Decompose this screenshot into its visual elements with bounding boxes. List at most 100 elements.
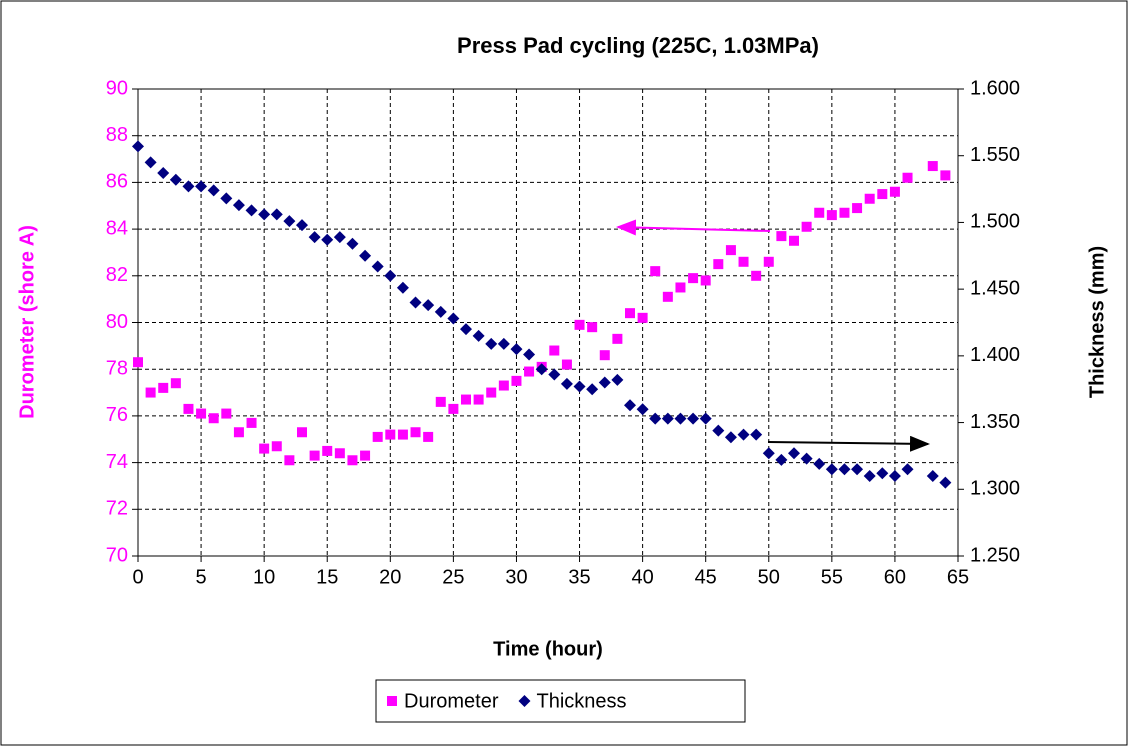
y2-tick-label: 1.250 xyxy=(970,544,1020,566)
point xyxy=(826,210,837,221)
point xyxy=(333,231,346,244)
y2-tick-label: 1.300 xyxy=(970,478,1020,500)
y2-tick-label: 1.450 xyxy=(970,277,1020,299)
x-tick-label: 30 xyxy=(505,566,527,588)
point xyxy=(472,329,485,342)
y2-tick-label: 1.500 xyxy=(970,211,1020,233)
point xyxy=(510,343,523,356)
x-tick-label: 5 xyxy=(196,566,207,588)
point xyxy=(170,378,181,389)
point xyxy=(814,207,825,218)
point xyxy=(636,403,649,416)
point xyxy=(876,467,889,480)
point xyxy=(169,173,182,186)
point xyxy=(485,337,498,350)
point xyxy=(939,476,952,489)
point xyxy=(232,199,245,212)
point xyxy=(498,380,509,391)
point xyxy=(713,259,724,270)
point xyxy=(789,235,799,246)
x-tick-label: 55 xyxy=(821,566,843,588)
point xyxy=(561,359,572,370)
point xyxy=(624,399,636,412)
point xyxy=(423,431,434,442)
point xyxy=(384,269,397,282)
point xyxy=(549,345,560,356)
x-tick-label: 0 xyxy=(132,566,143,588)
point xyxy=(158,382,169,393)
point xyxy=(208,413,219,424)
point xyxy=(524,366,535,377)
point xyxy=(435,396,446,407)
point xyxy=(372,431,383,442)
legend xyxy=(375,679,746,723)
point xyxy=(359,249,372,262)
point xyxy=(902,172,913,183)
point xyxy=(360,450,371,461)
point xyxy=(308,231,321,244)
point xyxy=(422,299,435,312)
annotation-arrow xyxy=(767,435,930,452)
point xyxy=(284,455,295,466)
point xyxy=(788,447,800,460)
point xyxy=(511,375,522,386)
point xyxy=(688,273,699,284)
point xyxy=(385,429,396,440)
point xyxy=(801,221,812,232)
point xyxy=(877,189,888,200)
legend-marker xyxy=(518,695,531,707)
y-tick-label: 82 xyxy=(106,264,128,286)
point xyxy=(813,457,826,470)
point xyxy=(258,208,271,221)
point xyxy=(699,412,712,425)
point xyxy=(486,387,497,398)
y-tick-label: 70 xyxy=(106,544,128,566)
y-tick-label: 78 xyxy=(106,357,128,379)
y-tick-label: 80 xyxy=(106,311,128,333)
point xyxy=(838,463,851,476)
point xyxy=(662,291,673,302)
point xyxy=(183,403,194,414)
point xyxy=(233,427,244,438)
x-axis-label: Time (hour) xyxy=(493,638,603,660)
y-tick-label: 84 xyxy=(106,217,128,239)
point xyxy=(863,469,876,482)
point xyxy=(347,455,358,466)
point xyxy=(751,270,762,281)
point xyxy=(259,443,270,454)
x-tick-label: 25 xyxy=(442,566,464,588)
point xyxy=(271,441,282,452)
point xyxy=(637,312,648,323)
point xyxy=(447,312,460,325)
marks xyxy=(132,140,952,489)
point xyxy=(182,180,195,193)
point xyxy=(283,215,296,228)
point xyxy=(725,245,736,256)
point xyxy=(434,305,447,318)
plot-border xyxy=(137,88,959,557)
point xyxy=(851,463,864,476)
point xyxy=(839,207,850,218)
point xyxy=(296,219,308,232)
point xyxy=(497,337,510,350)
x-tick-label: 20 xyxy=(379,566,401,588)
point xyxy=(145,387,156,398)
point xyxy=(322,445,333,456)
point xyxy=(196,408,207,419)
point xyxy=(926,469,939,482)
y2-tick-label: 1.350 xyxy=(970,411,1020,433)
point xyxy=(410,427,421,438)
x-tick-label: 35 xyxy=(568,566,590,588)
point xyxy=(346,237,359,250)
point xyxy=(724,431,737,444)
grid: 70 72 74 76 78 80 82 84 86 88 90 0 5 10 15 20 25 30 35 40 45… xyxy=(106,77,1020,588)
chart-title: Press Pad cycling (225C, 1.03MPa) xyxy=(457,33,819,58)
point xyxy=(448,403,459,414)
point xyxy=(270,208,283,221)
point xyxy=(825,463,838,476)
point xyxy=(461,394,471,405)
point xyxy=(750,428,763,441)
point xyxy=(650,266,661,277)
point xyxy=(599,350,610,361)
point xyxy=(371,260,384,273)
